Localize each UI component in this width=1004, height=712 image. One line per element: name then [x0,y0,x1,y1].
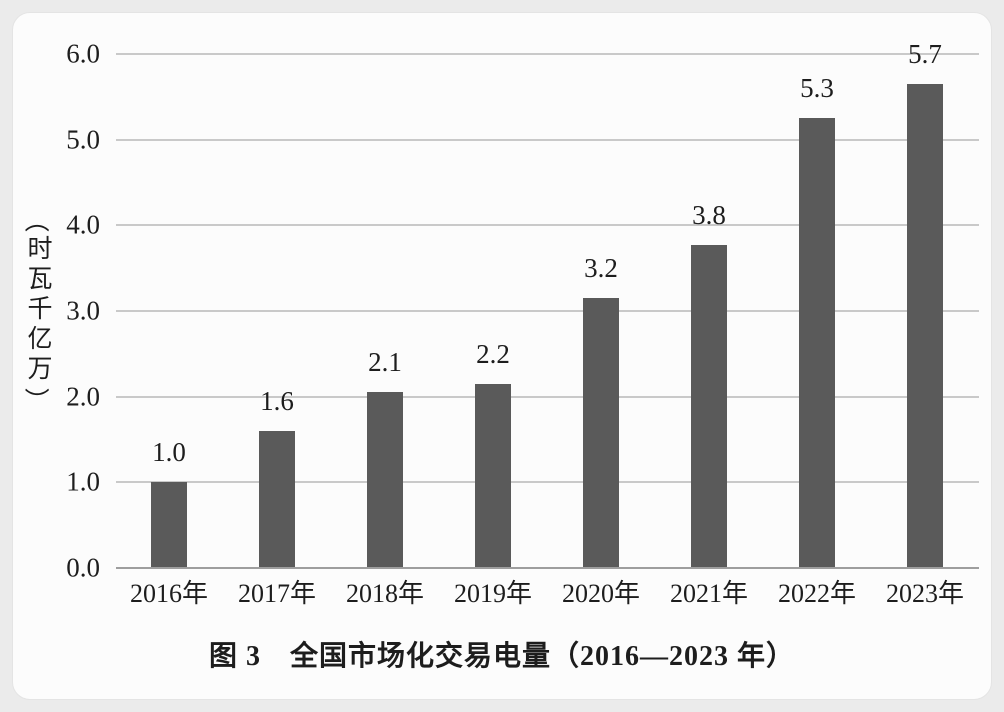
bar [367,392,403,568]
bar [799,118,835,568]
bar-value-label: 5.3 [800,73,834,104]
x-axis-tick-label: 2023年 [885,579,964,608]
y-axis-tick-label: 5.0 [66,124,100,155]
gridline [116,224,979,227]
y-axis-label: ）时瓦千亿万（ [21,205,59,415]
x-axis-tick-label: 2021年 [669,579,748,608]
y-axis-tick-label: 2.0 [66,381,100,412]
chart-title: 图 3 全国市场化交易电量（2016—2023 年） [208,641,795,672]
bar-value-label: 3.8 [692,200,726,231]
y-axis-tick-label: 4.0 [66,209,100,240]
gridline [116,53,979,55]
y-axis-label-char: 万 [27,356,53,383]
y-axis-label-char: 亿 [27,326,53,353]
figure-card: ）时瓦千亿万（ 0.0 1.0 2.0 3.0 4.0 5.0 6.0 1.0 2016年 1.6… [12,12,992,700]
bar [475,383,511,568]
y-axis-tick-label: 1.0 [66,466,100,497]
bar-value-label: 3.2 [584,253,618,284]
gridline [116,481,979,484]
y-axis-label-char: 瓦 [27,266,53,293]
bar [583,298,619,568]
plot-area: 0.0 1.0 2.0 3.0 4.0 5.0 6.0 1.0 2016年 1.6 2017年 2.1… [66,40,979,608]
y-axis-tick-label: 0.0 [66,552,100,583]
bar-value-label: 1.0 [152,437,186,468]
bar [907,83,943,568]
x-axis-tick-label: 2022年 [777,579,856,608]
bar-value-label: 1.6 [260,385,294,416]
x-axis-tick-label: 2020年 [561,579,640,608]
y-axis-label-char: 时 [27,236,53,263]
x-axis-tick-label: 2018年 [345,579,424,608]
gridline [116,138,979,141]
bar-value-label: 5.7 [908,38,942,69]
gridline [116,310,979,312]
y-axis-tick-label: 3.0 [66,295,100,326]
bar [691,245,727,568]
gridline [116,395,979,398]
y-axis-tick-label: 6.0 [66,38,100,69]
bar [151,482,187,568]
bar-value-label: 2.1 [368,347,402,378]
x-axis-tick-label: 2016年 [129,579,208,608]
bar-value-label: 2.2 [476,338,510,369]
x-axis-tick-label: 2017年 [237,579,316,608]
y-axis-label-char: 千 [27,296,53,323]
x-axis-tick-label: 2019年 [453,579,532,608]
x-axis-line [116,567,979,569]
bar [259,430,295,568]
